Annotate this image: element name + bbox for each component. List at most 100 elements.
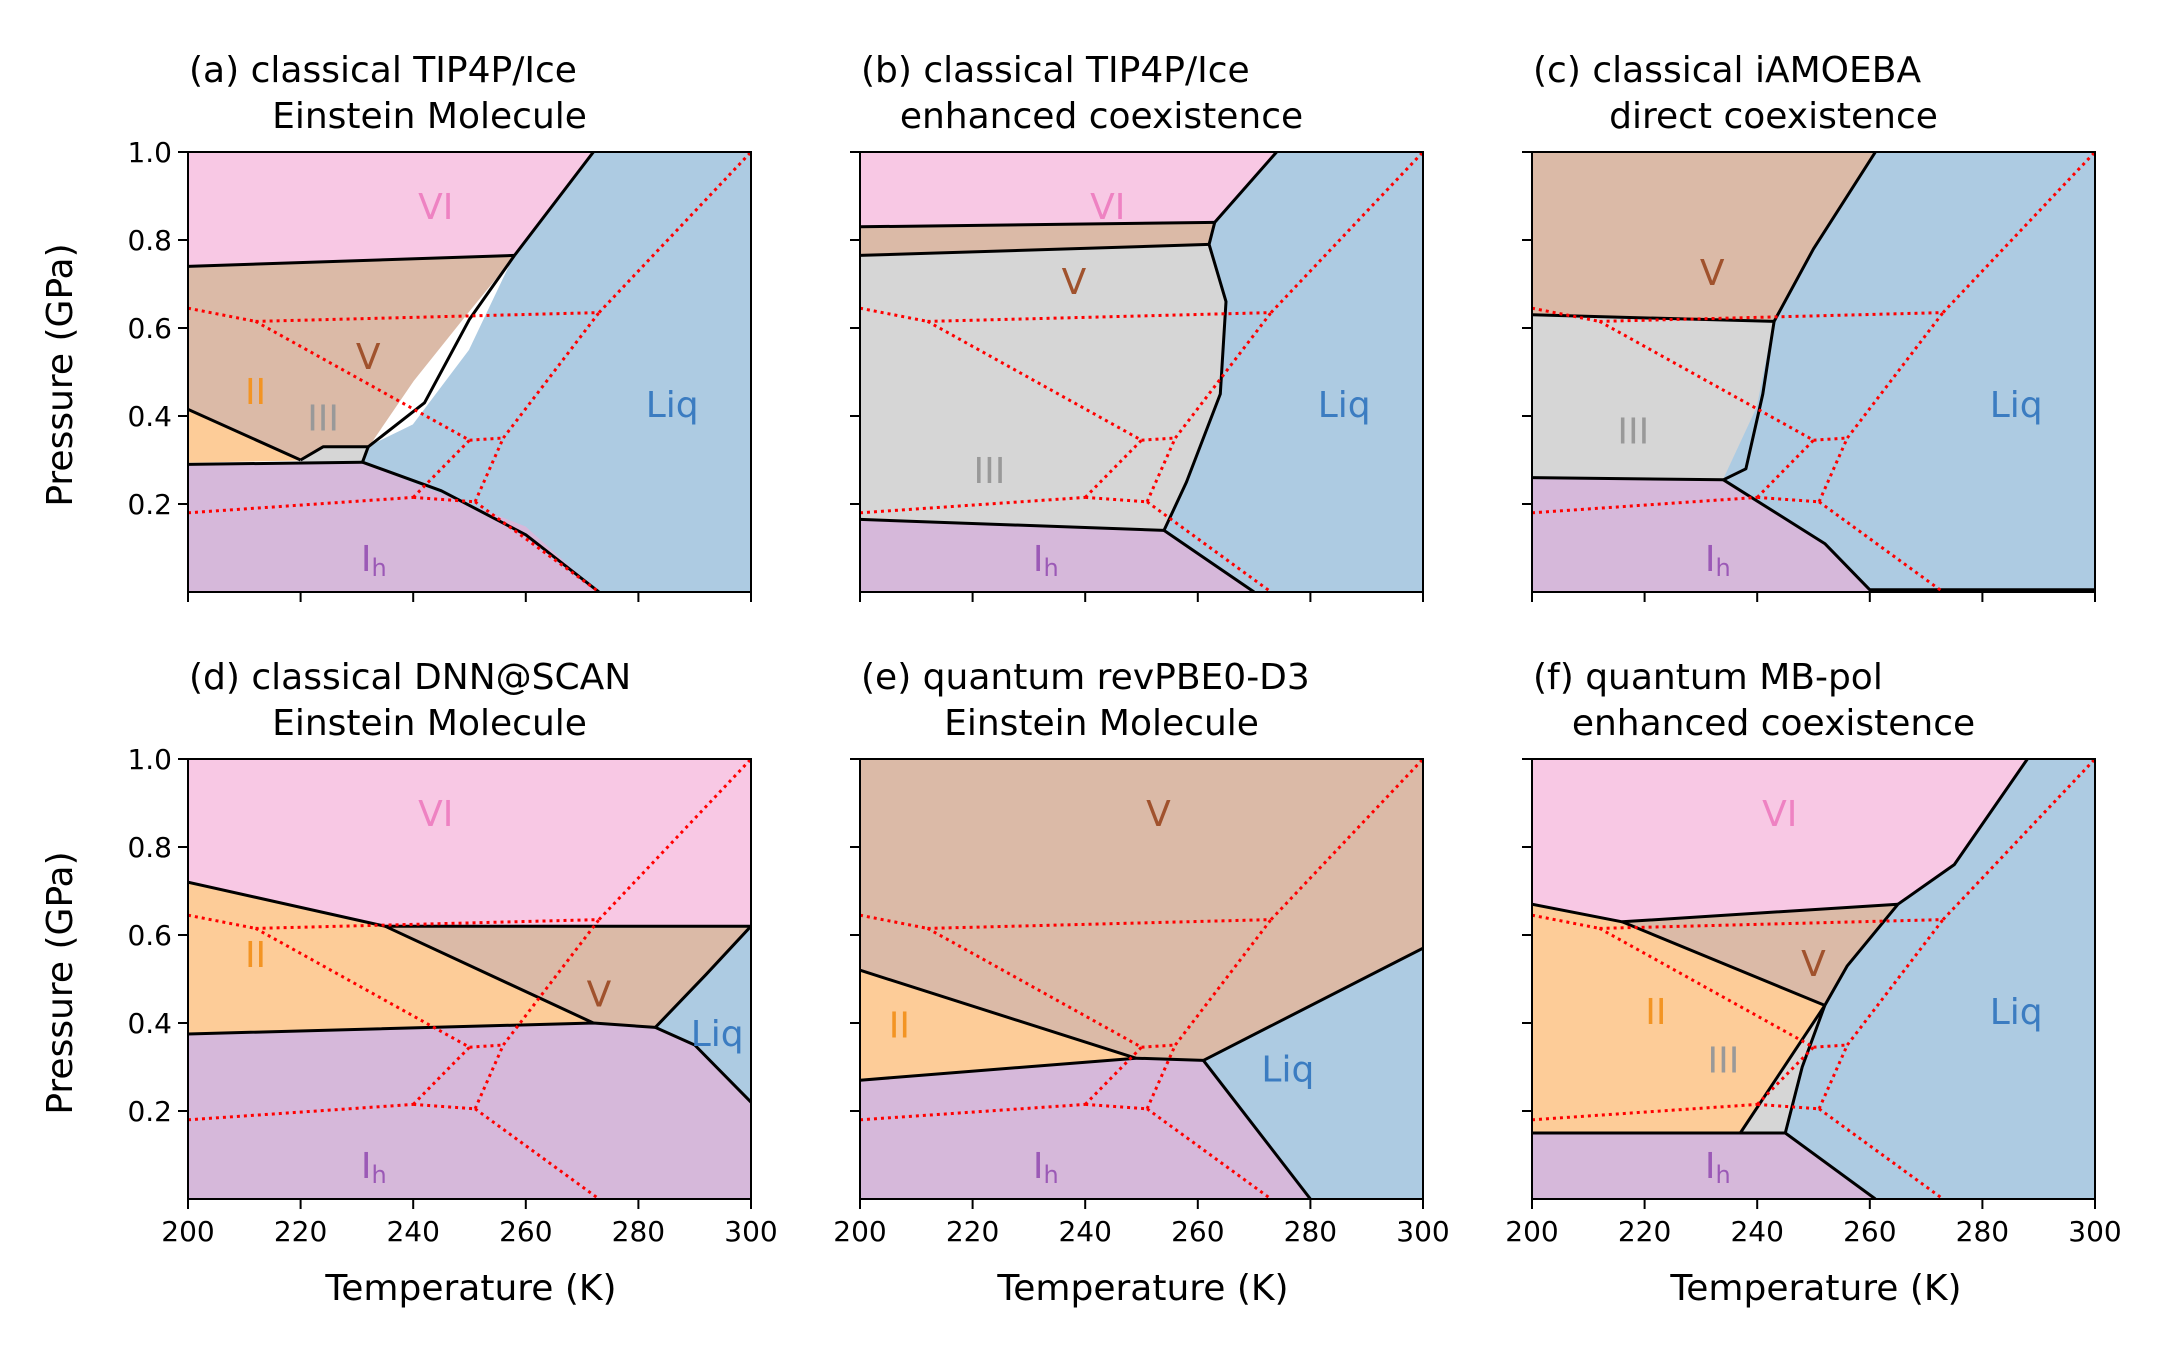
reference-boundary [1941,152,2095,314]
phase-boundary [1722,478,2095,592]
panel-subtitle: Einstein Molecule [944,703,1259,744]
phase-boundary [860,242,1210,257]
x-tick-label: 280 [1284,1215,1337,1248]
phase-label-vi: VI [418,794,453,835]
phase-boundary [1532,476,1724,482]
reference-boundary [1817,1044,1849,1110]
phase-label-ii: II [1645,992,1666,1033]
phase-label-vi: VI [418,187,453,228]
reference-boundary [860,913,928,930]
x-tick-label: 220 [274,1215,327,1248]
reference-boundary [254,320,471,442]
phase-label-vi: VI [1090,187,1125,228]
x-tick-label: 200 [1505,1215,1558,1248]
phase-boundary [860,517,1165,532]
x-axis-label-left: Temperature (K) [324,1268,616,1309]
x-tick-label: 280 [612,1215,665,1248]
reference-boundary [188,913,256,930]
panel-subtitle: direct coexistence [1609,96,1938,137]
region-ih [188,1022,751,1199]
axes-frame [1531,758,2096,1200]
y-tick-label: 1.0 [127,136,172,169]
reference-boundary [1818,1107,1944,1199]
phase-label-v: V [1146,794,1171,835]
y-axis-label-bottom: Pressure (GPa) [40,851,81,1114]
phase-label-liq: Liq [1990,385,2043,426]
reference-boundary [597,759,751,921]
phase-boundary [188,253,515,268]
y-tick-label: 0.2 [127,488,172,521]
y-tick-label: 0.8 [127,831,172,864]
panel-subtitle: Einstein Molecule [272,96,587,137]
reference-boundary [1599,311,1944,323]
phase-boundary [1823,903,1900,1007]
reference-boundary [254,927,471,1049]
reference-boundary [1846,311,1945,439]
phase-boundary [1772,152,1877,323]
phase-boundary [1163,529,1255,592]
y-tick-label: 0.4 [127,1007,172,1040]
reference-boundary [1146,1107,1272,1199]
reference-boundary [1269,152,1423,314]
phase-boundary [513,152,595,257]
x-tick-label: 220 [946,1215,999,1248]
phase-boundary [361,446,370,463]
phase-label-ii: II [245,372,266,413]
reference-boundary [188,1102,414,1122]
phase-boundary [1783,1004,1827,1134]
phase-boundary [188,1021,656,1036]
reference-boundary [1141,1043,1176,1049]
reference-boundary [469,1043,504,1049]
phase-label-v: V [356,337,381,378]
phase-boundary [1621,920,1826,1007]
reference-boundary [1757,1102,1820,1111]
phase-boundary [299,445,369,462]
reference-boundary [597,152,751,314]
reference-boundary [413,1102,476,1111]
reference-boundary [1813,1043,1848,1049]
reference-boundary [255,918,600,930]
panel-title: (f) quantum MB-pol [1533,657,1883,698]
axes-frame [859,151,1424,593]
region-vi [860,152,1278,228]
reference-boundary [474,500,600,592]
phase-boundary [860,968,1137,1060]
y-tick-label: 0.8 [127,224,172,257]
reference-boundary [1599,918,1944,930]
phase-boundary [361,460,600,592]
phase-label-liq: Liq [1261,1049,1314,1090]
phase-boundary [367,254,516,448]
phase-label-v: V [587,975,612,1016]
region-iii [860,243,1227,531]
panel-title: (d) classical DNN@SCAN [189,657,631,698]
y-tick-label: 0.6 [127,919,172,952]
phase-label-iii: III [974,451,1006,492]
x-tick-label: 300 [1396,1215,1449,1248]
reference-boundary [927,311,1272,323]
reference-boundary [188,495,414,515]
reference-boundary [502,918,601,1046]
reference-boundary [473,437,505,503]
reference-boundary [1141,436,1176,442]
phase-boundary [860,1056,1137,1082]
panel-title: (e) quantum revPBE0-D3 [861,657,1310,698]
phase-boundary [1162,222,1228,532]
phase-label-liq: Liq [646,385,699,426]
phase-label-liq: Liq [1318,385,1371,426]
reference-boundary [1818,500,1944,592]
phase-boundary [1202,1059,1312,1199]
axes-frame [1531,151,2096,593]
phase-label-iii: III [1707,1041,1739,1082]
x-tick-label: 260 [1843,1215,1896,1248]
reference-boundary [1174,918,1273,1046]
reference-boundary [1598,320,1815,442]
reference-boundary [1532,306,1600,323]
